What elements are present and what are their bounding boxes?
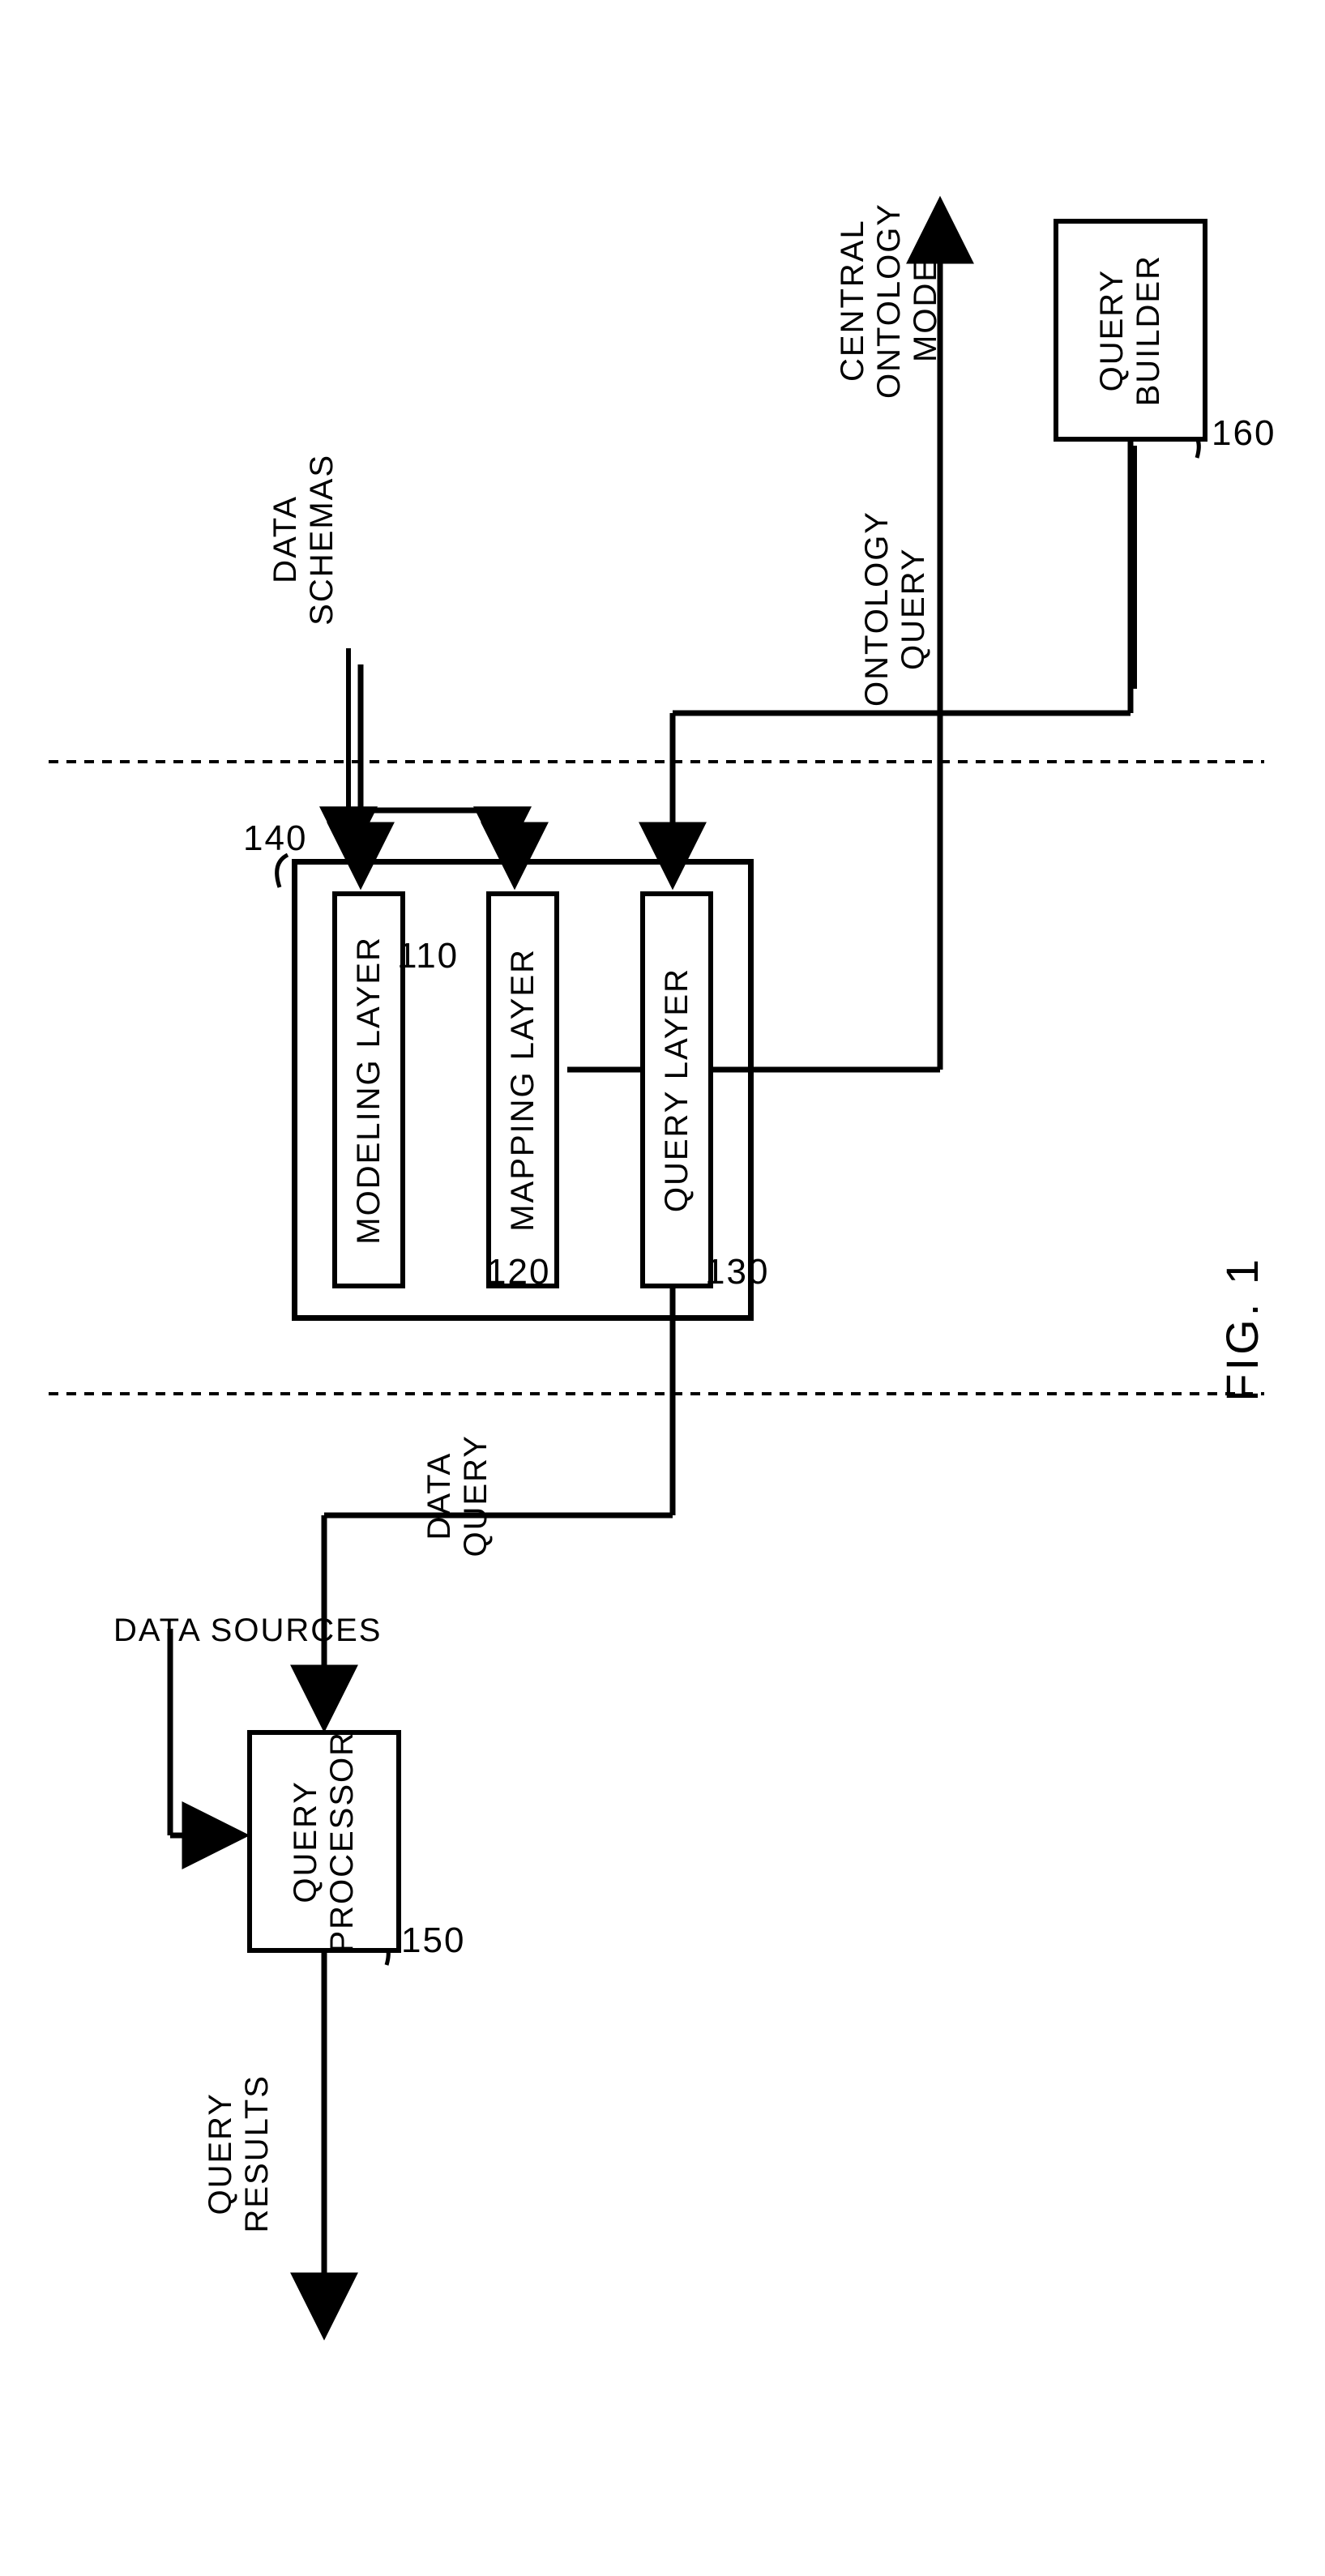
modeling-layer-box: MODELING LAYER xyxy=(332,891,405,1288)
figure-caption: FIG. 1 xyxy=(1216,1256,1268,1402)
mapping-layer-box: MAPPING LAYER xyxy=(486,891,559,1288)
modeling-layer-label: MODELING LAYER xyxy=(351,936,387,1245)
ref-160: 160 xyxy=(1212,413,1276,454)
ref-130: 130 xyxy=(705,1252,769,1292)
query-layer-label: QUERY LAYER xyxy=(659,968,695,1212)
label-ontology-query: ONTOLOGY QUERY xyxy=(859,511,932,707)
mapping-layer-label: MAPPING LAYER xyxy=(505,948,541,1232)
ref-140: 140 xyxy=(243,818,307,859)
query-processor-box: QUERY PROCESSOR xyxy=(247,1730,401,1953)
label-data-sources: DATA SOURCES xyxy=(113,1613,382,1649)
arrow-data-query xyxy=(324,1288,673,1726)
label-data-query: DATA QUERY xyxy=(421,1434,494,1557)
query-layer-box: QUERY LAYER xyxy=(640,891,713,1288)
label-data-schemas: DATA SCHEMAS xyxy=(267,454,340,626)
query-builder-label: QUERY BUILDER xyxy=(1094,254,1167,406)
ref-120: 120 xyxy=(486,1252,550,1292)
ref-150: 150 xyxy=(401,1920,465,1961)
ref-110: 110 xyxy=(397,936,459,976)
arrow-data-sources xyxy=(170,1629,243,1835)
ref-hook-140 xyxy=(277,855,288,887)
arrow-data-schemas xyxy=(361,664,515,883)
diagram-page: MODELING LAYER MAPPING LAYER QUERY LAYER… xyxy=(0,0,1325,2576)
query-builder-box: QUERY BUILDER xyxy=(1054,219,1207,442)
label-query-results: QUERY RESULTS xyxy=(203,2074,276,2233)
label-central-ontology: CENTRAL ONTOLOGY MODEL xyxy=(835,203,944,399)
query-processor-label: QUERY PROCESSOR xyxy=(288,1731,361,1953)
